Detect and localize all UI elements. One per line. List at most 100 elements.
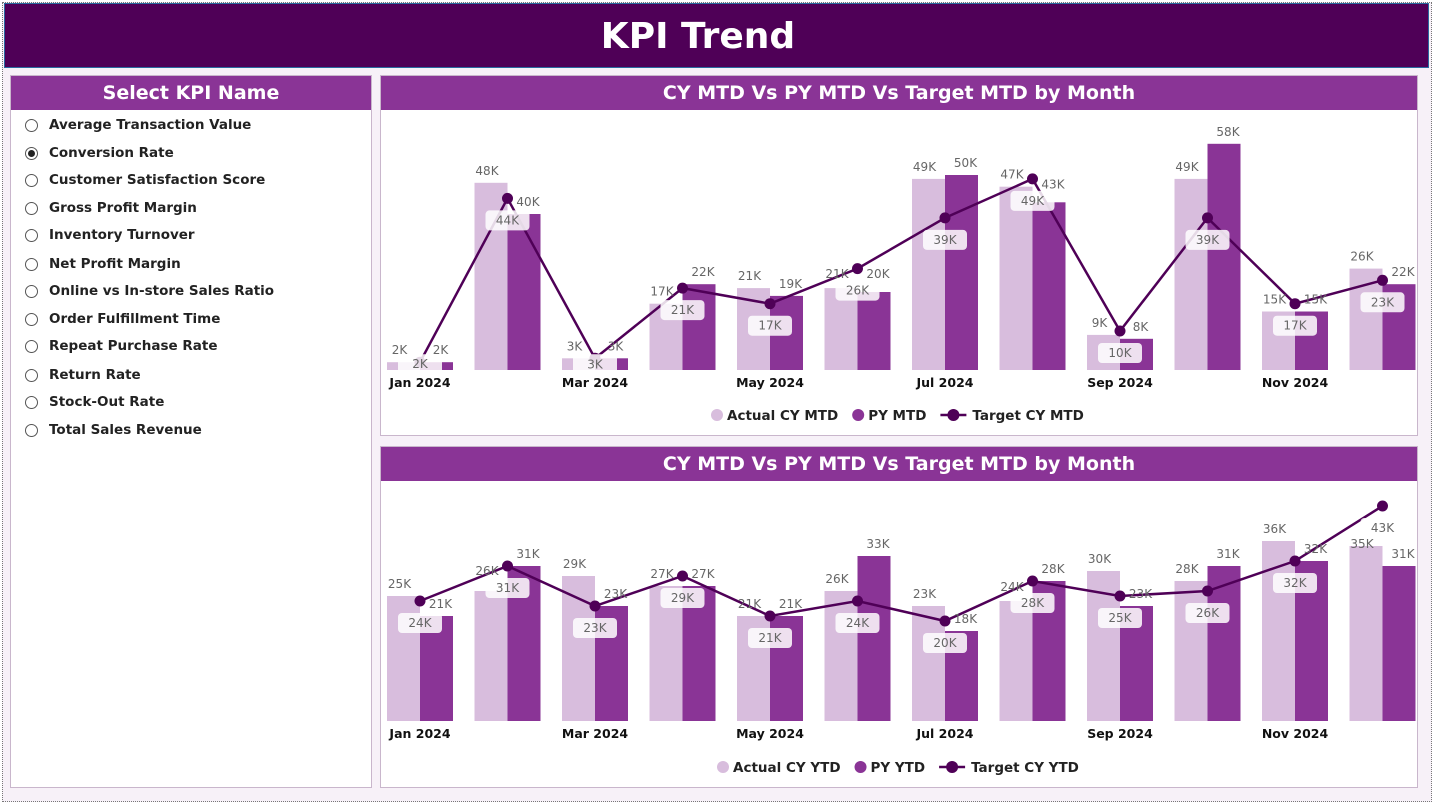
data-label-actual-group: 28K	[1175, 562, 1199, 576]
radio-button[interactable]	[25, 146, 38, 160]
radio-button[interactable]	[25, 395, 38, 409]
data-label-py-group: 19K	[779, 277, 803, 291]
data-label-target-group: 20K	[923, 633, 967, 653]
x-tick-label: Jul 2024	[916, 375, 974, 390]
data-label-box	[1273, 315, 1317, 336]
kpi-option[interactable]: Return Rate	[25, 365, 141, 385]
data-label-target: 49K	[1021, 194, 1045, 208]
kpi-option-label: Average Transaction Value	[49, 117, 252, 133]
data-label-actual: 25K	[388, 577, 412, 591]
kpi-option[interactable]: Inventory Turnover	[25, 225, 195, 245]
data-label-py: 23K	[1129, 587, 1153, 601]
data-label-py: 32K	[1304, 542, 1328, 556]
data-label-actual-group: 49K	[913, 160, 937, 174]
chart-title: CY MTD Vs PY MTD Vs Target MTD by Month	[381, 447, 1417, 481]
data-label-box	[398, 613, 442, 633]
data-label-box	[573, 618, 617, 638]
kpi-option[interactable]: Online vs In-store Sales Ratio	[25, 281, 274, 301]
kpi-option[interactable]: Net Profit Margin	[25, 254, 181, 274]
data-label-target: 26K	[1196, 606, 1220, 620]
data-label-target: 24K	[408, 616, 432, 630]
kpi-option[interactable]: Customer Satisfaction Score	[25, 170, 265, 190]
bar-py	[1207, 143, 1241, 370]
bar-actual	[824, 591, 858, 721]
data-label-py-group: 31K	[1216, 547, 1240, 561]
data-label-actual: 21K	[738, 597, 762, 611]
target-point	[1289, 555, 1301, 567]
radio-button[interactable]	[25, 423, 38, 437]
data-label-box	[748, 628, 792, 648]
data-label-actual-group: 48K	[475, 164, 499, 178]
kpi-option[interactable]: Repeat Purchase Rate	[25, 336, 218, 356]
data-label-target: 21K	[758, 631, 782, 645]
data-label-actual: 49K	[1175, 160, 1199, 174]
kpi-option-label: Customer Satisfaction Score	[49, 172, 266, 188]
kpi-option[interactable]: Order Fulfillment Time	[25, 309, 220, 329]
kpi-option[interactable]: Conversion Rate	[25, 143, 174, 163]
data-label-actual: 30K	[1088, 552, 1112, 566]
radio-button[interactable]	[25, 339, 38, 353]
kpi-option[interactable]: Gross Profit Margin	[25, 198, 197, 218]
data-label-py: 22K	[1391, 265, 1415, 279]
data-label-box	[1010, 190, 1055, 211]
target-point	[1377, 274, 1388, 286]
data-label-actual: 24K	[1000, 580, 1024, 594]
kpi-option-label: Return Rate	[49, 367, 141, 383]
legend-target-label: Target CY YTD	[971, 760, 1079, 776]
data-label-box	[748, 315, 792, 336]
data-label-py-group: 23K	[1129, 587, 1153, 601]
bar-actual	[912, 606, 945, 721]
kpi-option[interactable]: Stock-Out Rate	[25, 392, 164, 412]
legend-py-label: PY YTD	[871, 760, 926, 776]
x-tick-label: Jan 2024	[388, 726, 450, 741]
bar-actual	[1262, 541, 1295, 721]
kpi-option-label: Gross Profit Margin	[49, 200, 197, 216]
radio-button[interactable]	[25, 257, 38, 271]
target-point	[1027, 575, 1038, 587]
x-tick-label: May 2024	[736, 375, 804, 390]
data-label-py-group: 40K	[516, 195, 540, 209]
radio-button[interactable]	[25, 368, 38, 382]
x-tick-label: Jan 2024	[388, 375, 450, 390]
bar-py	[1382, 566, 1416, 721]
bar-actual	[1174, 581, 1208, 721]
data-label-actual-group: 29K	[563, 557, 587, 571]
data-label-py-group: 8K	[1133, 320, 1150, 334]
x-tick-label: Nov 2024	[1262, 726, 1329, 741]
kpi-option[interactable]: Total Sales Revenue	[25, 420, 202, 440]
kpi-option[interactable]: Average Transaction Value	[25, 115, 251, 135]
data-label-target-group: 17K	[748, 315, 792, 336]
target-point	[677, 282, 688, 294]
data-label-py: 19K	[779, 277, 803, 291]
radio-button[interactable]	[25, 284, 38, 298]
radio-button[interactable]	[25, 228, 38, 242]
target-point	[1114, 590, 1126, 602]
target-point	[1027, 173, 1038, 185]
chart-plot: 24K 31K 23K 29K 21K 24K 20K 28K 25K 26K 32K 43K 25K 2…	[387, 500, 1416, 776]
bar-actual	[1349, 546, 1383, 721]
data-label-actual-group: 36K	[1263, 522, 1287, 536]
bar-py	[682, 284, 716, 370]
bar-actual	[824, 288, 858, 370]
data-label-target-group: 43K	[1360, 518, 1405, 538]
data-label-target-group: 25K	[1098, 608, 1142, 628]
bar-py	[945, 175, 978, 370]
data-label-py: 31K	[1391, 547, 1415, 561]
bar-py	[507, 214, 541, 370]
radio-button[interactable]	[25, 118, 38, 132]
radio-button[interactable]	[25, 173, 38, 187]
legend-py-marker	[854, 761, 867, 773]
data-label-target-group: 26K	[835, 280, 880, 301]
data-label-target: 25K	[1108, 611, 1132, 625]
radio-button[interactable]	[25, 312, 38, 326]
data-label-py-group: 22K	[691, 265, 715, 279]
data-label-target-group: 29K	[660, 588, 705, 608]
data-label-py-group: 33K	[866, 537, 890, 551]
data-label-target: 39K	[933, 233, 957, 247]
data-label-py: 2K	[433, 343, 450, 357]
legend-actual-marker	[711, 409, 723, 421]
data-label-box	[1360, 518, 1405, 538]
radio-button[interactable]	[25, 201, 38, 215]
